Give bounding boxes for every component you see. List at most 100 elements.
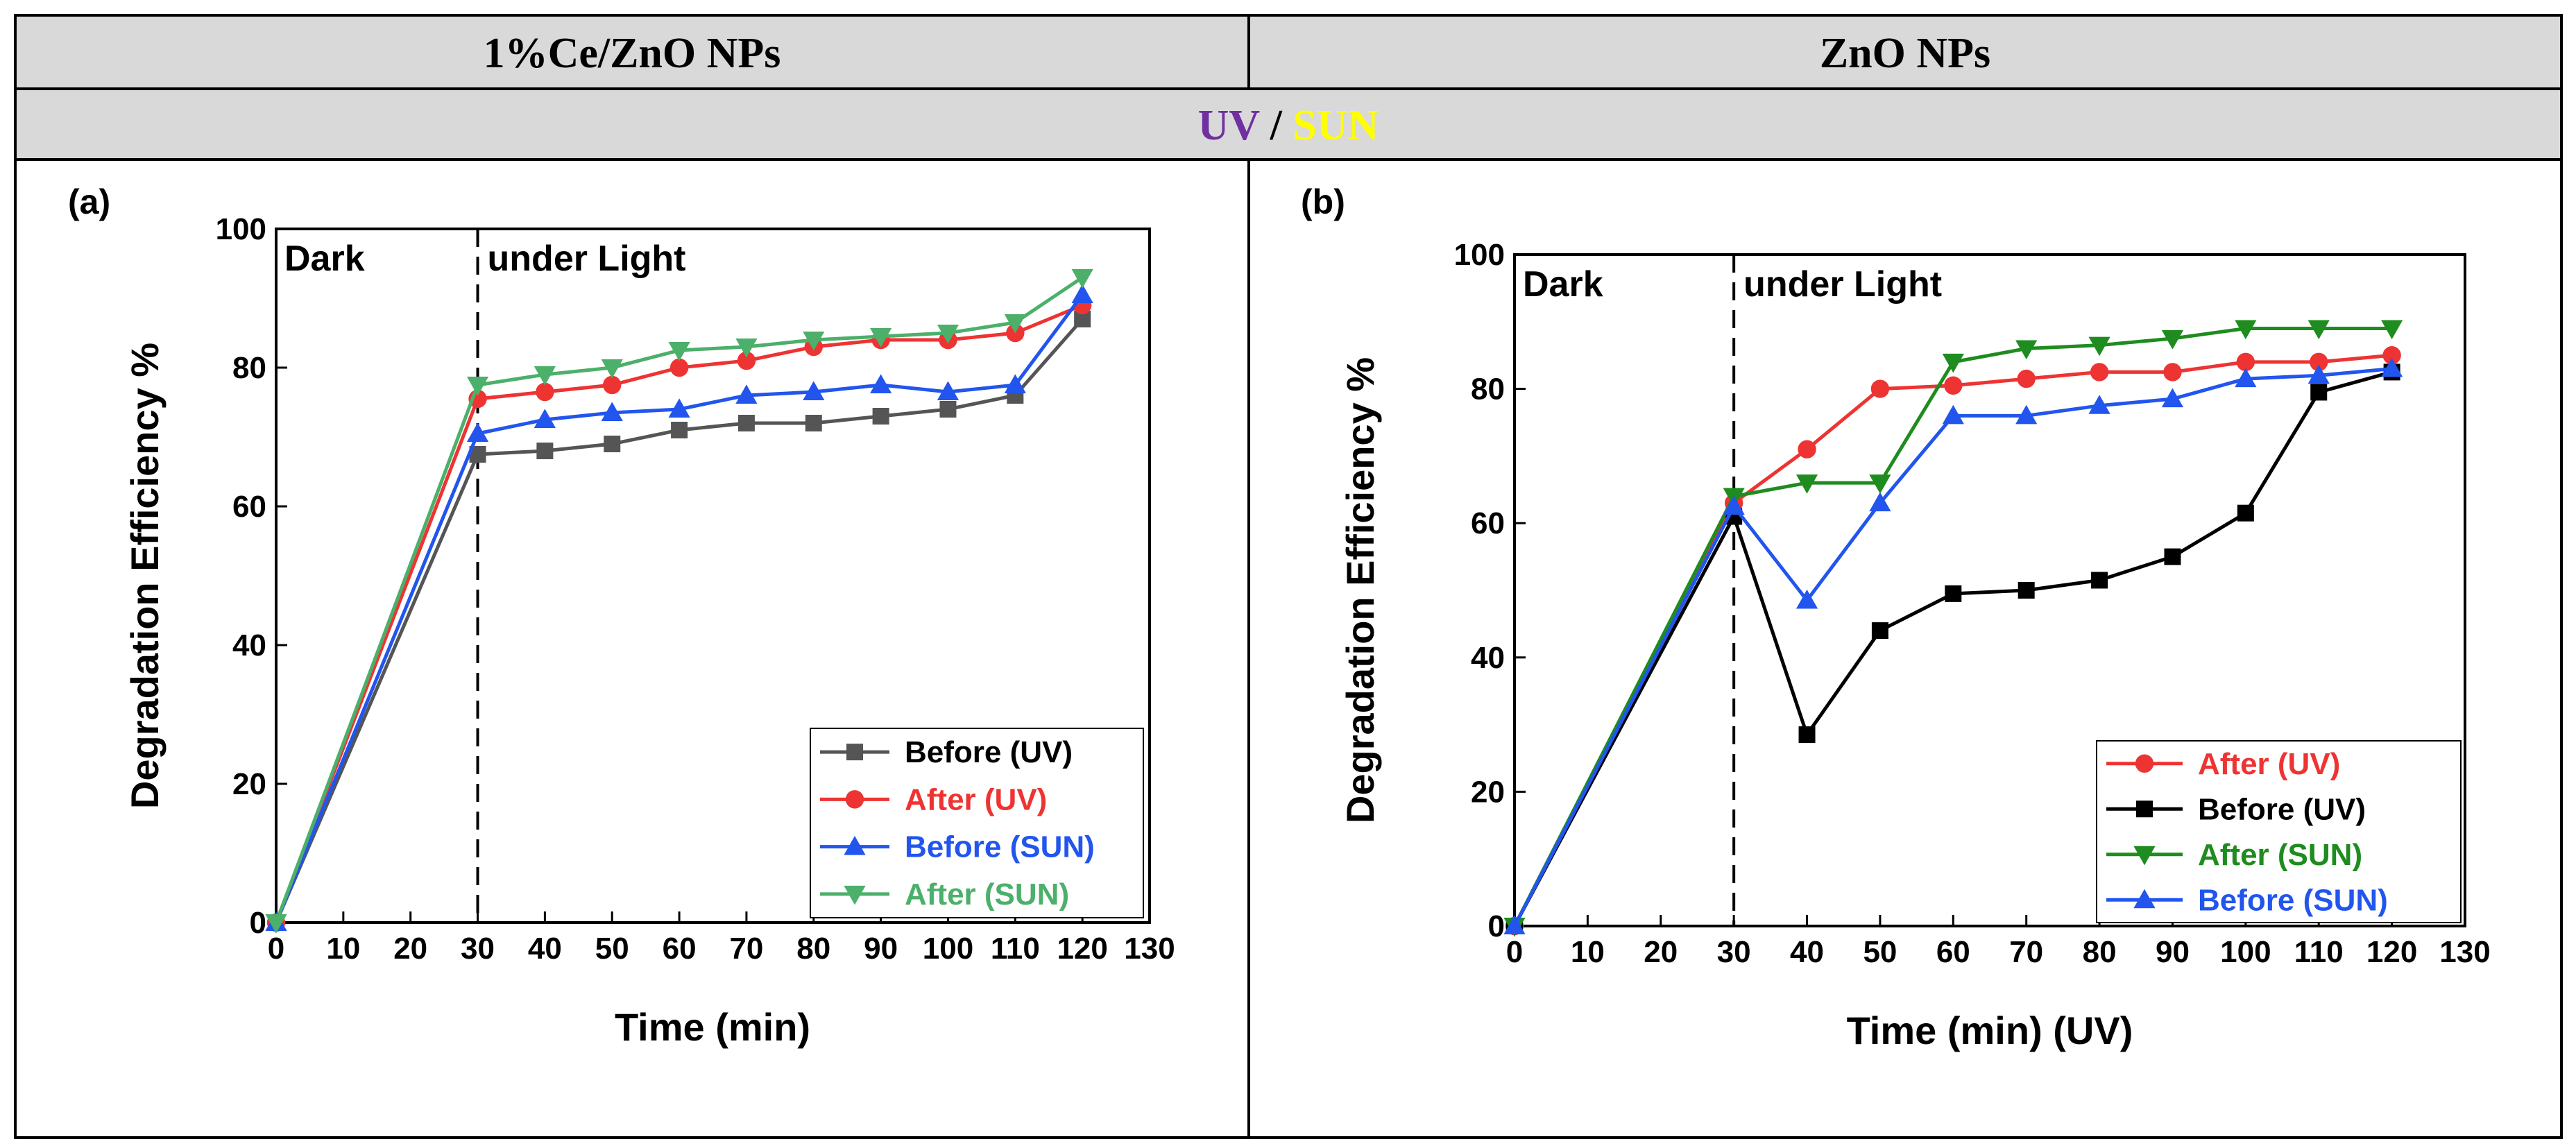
y-tick-label-b: 20	[1471, 775, 1505, 809]
data-point-a-0	[604, 436, 621, 452]
legend-label-b-2: After (SUN)	[2198, 838, 2362, 872]
data-point-b-2	[2308, 320, 2330, 340]
data-point-b-3	[2088, 395, 2110, 414]
x-tick-label-a: 100	[923, 932, 973, 966]
y-tick-label-a: 20	[232, 767, 266, 801]
light-source-title: UV / SUN	[1198, 102, 1379, 149]
legend-label-a-0: Before (UV)	[905, 735, 1073, 769]
legend-label-a-3: After (SUN)	[905, 877, 1069, 911]
y-axis-label-b: Degradation Efficiency %	[1338, 357, 1382, 823]
data-point-b-3	[2235, 368, 2257, 388]
data-point-a-3	[534, 366, 556, 386]
header-row-2-bg	[15, 89, 2561, 160]
data-point-b-2	[2088, 336, 2110, 357]
data-point-b-2	[2015, 340, 2038, 360]
data-point-a-3	[1004, 314, 1026, 334]
x-tick-label-b: 110	[2294, 935, 2344, 969]
data-point-b-3	[1869, 492, 1891, 512]
x-tick-label-a: 110	[991, 932, 1040, 966]
x-tick-label-a: 130	[1124, 932, 1175, 966]
data-point-b-0	[2017, 369, 2036, 388]
data-point-a-3	[466, 377, 489, 396]
x-tick-label-a: 30	[461, 932, 495, 966]
data-point-b-1	[2164, 548, 2181, 565]
data-point-b-1	[1798, 726, 1816, 744]
slash-separator: /	[1259, 102, 1293, 149]
y-tick-label-a: 100	[216, 212, 266, 246]
data-point-b-3	[1942, 404, 1964, 425]
legend-label-a-2: Before (SUN)	[905, 830, 1095, 864]
plot-area-a	[275, 228, 1151, 924]
right-column-title: ZnO NPs	[1820, 30, 1990, 77]
x-tick-label-b: 30	[1717, 935, 1751, 969]
outer-border	[14, 14, 2563, 1139]
header-row-1-bg	[15, 15, 2561, 89]
data-point-a-2	[1004, 374, 1026, 393]
x-axis-label-b: Time (min) (UV)	[1847, 1009, 2133, 1052]
data-point-b-2	[1795, 474, 1818, 494]
legend-marker-b-0	[2135, 754, 2154, 773]
left-column-title: 1%Ce/ZnO NPs	[484, 30, 781, 77]
data-point-b-0	[1870, 379, 1890, 398]
data-point-b-1	[1871, 622, 1888, 640]
data-point-a-1	[669, 358, 689, 377]
legend-marker-b-2	[2133, 846, 2156, 866]
data-point-a-2	[803, 381, 825, 400]
y-tick-label-a: 60	[232, 490, 266, 524]
x-tick-label-b: 40	[1790, 935, 1824, 969]
legend-marker-a-3	[844, 885, 866, 905]
x-tick-label-b: 60	[1936, 935, 1970, 969]
sun-label: SUN	[1293, 102, 1379, 149]
data-point-a-3	[1071, 269, 1093, 289]
x-tick-label-a: 80	[796, 932, 830, 966]
data-point-a-3	[803, 332, 825, 351]
data-point-b-2	[1942, 353, 1964, 373]
x-tick-label-b: 120	[2366, 935, 2417, 969]
panel-label-a: (a)	[68, 182, 110, 221]
table-frame	[14, 14, 2563, 1139]
data-point-b-2	[1869, 474, 1891, 494]
y-tick-label-b: 0	[1488, 909, 1505, 943]
data-point-b-1	[2310, 384, 2328, 401]
data-point-b-0	[2090, 363, 2109, 382]
data-point-b-0	[1798, 440, 1816, 459]
data-point-b-2	[2235, 320, 2257, 340]
data-point-b-3	[2308, 364, 2330, 384]
data-point-b-0	[2310, 352, 2328, 372]
x-axis-label-a: Time (min)	[615, 1005, 810, 1049]
data-point-a-0	[536, 443, 554, 459]
data-point-a-2	[1071, 284, 1093, 303]
x-tick-label-a: 20	[393, 932, 427, 966]
x-tick-label-b: 90	[2156, 935, 2190, 969]
legend-box-b	[2096, 740, 2462, 923]
x-tick-label-b: 80	[2083, 935, 2117, 969]
panel-label-b: (b)	[1301, 182, 1345, 221]
data-point-a-2	[466, 422, 489, 442]
data-point-a-3	[668, 342, 690, 361]
x-tick-label-b: 10	[1571, 935, 1605, 969]
x-tick-label-a: 10	[326, 932, 360, 966]
data-point-a-3	[937, 325, 959, 344]
legend-marker-a-1	[845, 790, 864, 809]
data-point-b-3	[1795, 589, 1818, 609]
data-point-b-3	[2381, 357, 2403, 377]
data-point-b-2	[2161, 330, 2184, 350]
data-point-a-2	[601, 402, 623, 421]
y-tick-label-b: 40	[1471, 641, 1505, 675]
x-tick-label-a: 90	[864, 932, 898, 966]
legend-label-b-3: Before (SUN)	[2198, 883, 2388, 917]
x-tick-label-a: 70	[729, 932, 763, 966]
data-point-a-3	[601, 359, 623, 379]
x-tick-label-a: 40	[528, 932, 562, 966]
legend-label-a-1: After (UV)	[905, 782, 1047, 816]
data-point-a-0	[671, 422, 688, 438]
data-point-b-1	[2018, 582, 2035, 599]
y-axis-label-a: Degradation Efficiency %	[123, 343, 167, 809]
legend-label-b-0: After (UV)	[2198, 747, 2340, 781]
x-tick-label-b: 130	[2439, 935, 2490, 969]
data-point-a-2	[668, 398, 690, 418]
x-tick-label-b: 70	[2009, 935, 2043, 969]
legend-label-b-1: Before (UV)	[2198, 792, 2366, 826]
data-point-a-1	[536, 382, 554, 402]
